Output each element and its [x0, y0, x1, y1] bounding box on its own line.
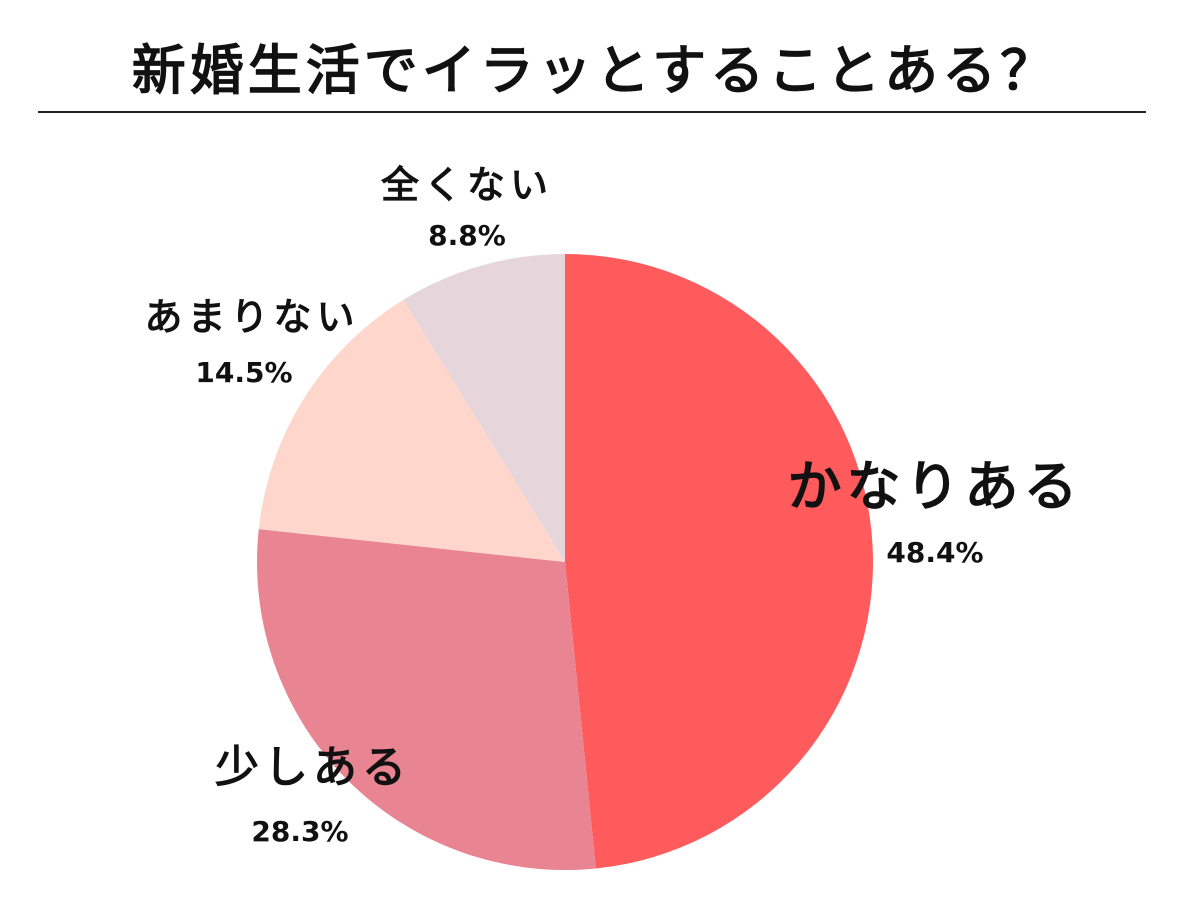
pie-slices [257, 254, 873, 871]
pie-slice-1 [565, 254, 873, 869]
slice-label-1: かなりある [788, 455, 1083, 518]
slice-value-label-1: 48.4% [886, 536, 983, 569]
pie-slice-3 [258, 299, 565, 562]
slice-label-2: 少しある [215, 742, 411, 793]
slice-label-4: 全くない [380, 163, 553, 207]
pie-slice-2 [257, 529, 596, 871]
slice-value-label-3: 14.5% [195, 356, 292, 389]
title-divider [38, 111, 1146, 113]
pie-slice-4 [403, 254, 565, 562]
chart-title: 新婚生活でイラッとすることある？ [131, 39, 1059, 102]
pie-labels: かなりある 48.4% 少しある 28.3% あまりない 14.5% 全くない 8.8% [144, 163, 1083, 848]
slice-label-3: あまりない [144, 295, 359, 339]
slice-value-label-4: 8.8% [428, 219, 506, 252]
slice-value-label-2: 28.3% [251, 815, 348, 848]
